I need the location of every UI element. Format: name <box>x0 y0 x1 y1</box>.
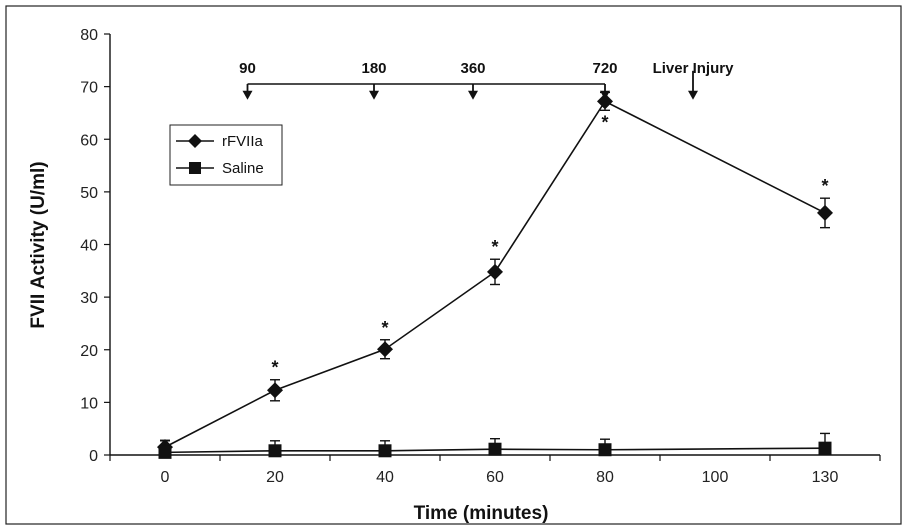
legend-box <box>169 124 283 186</box>
legend-marker-rfviia <box>188 134 202 148</box>
chart-frame <box>5 5 902 525</box>
y-axis-title: FVII Activity (U/ml) <box>28 161 49 328</box>
y-tick-label: 60 <box>80 132 98 149</box>
y-tick-label: 30 <box>80 290 98 307</box>
data-point-diamond <box>377 341 393 358</box>
y-tick-label: 70 <box>80 80 98 97</box>
significance-star: * <box>381 318 388 338</box>
dose-arrow-180-head <box>369 90 379 100</box>
legend: rFVIIa Saline <box>169 124 283 186</box>
axes: 0 10 20 30 40 50 60 70 80 0 20 40 60 80 100 130 <box>80 27 881 486</box>
significance-star: * <box>271 358 278 378</box>
y-tick-label: 10 <box>80 395 98 412</box>
dose-label-180: 180 <box>361 60 386 77</box>
data-point-square <box>268 444 282 458</box>
dose-arrow-360-head <box>468 90 478 100</box>
series-saline <box>158 432 832 459</box>
data-point-diamond <box>267 382 283 399</box>
x-axis-title: Time (minutes) <box>414 503 549 524</box>
data-point-square <box>598 443 612 457</box>
x-tick-label: 60 <box>486 469 504 486</box>
series-line-rfviia <box>164 100 826 448</box>
data-point-square <box>488 442 502 456</box>
legend-label-saline: Saline <box>222 160 264 177</box>
y-tick-label: 0 <box>89 448 98 465</box>
significance-star: * <box>491 237 498 257</box>
legend-marker-saline <box>189 162 201 174</box>
data-point-diamond <box>487 263 503 280</box>
dose-label-720: 720 <box>592 60 617 77</box>
x-tick-label: 130 <box>812 469 839 486</box>
y-tick-label: 80 <box>80 27 98 44</box>
x-tick-label: 100 <box>702 469 729 486</box>
dose-label-360: 360 <box>460 60 485 77</box>
series-rfviia: * * * * * <box>157 91 833 456</box>
data-point-diamond <box>597 93 613 110</box>
data-point-diamond <box>817 204 833 221</box>
significance-star: * <box>601 112 608 132</box>
injury-label: Liver Injury <box>653 60 735 77</box>
x-tick-label: 40 <box>376 469 394 486</box>
x-tick-label: 0 <box>161 469 170 486</box>
legend-label-rfviia: rFVIIa <box>222 133 263 150</box>
significance-star: * <box>821 176 828 196</box>
series-layer: * * * * * <box>157 91 833 459</box>
y-tick-label: 50 <box>80 185 98 202</box>
dose-arrow-90-head <box>242 90 253 100</box>
y-tick-label: 20 <box>80 343 98 360</box>
x-tick-label: 20 <box>266 469 284 486</box>
x-tick-label: 80 <box>596 469 614 486</box>
injury-arrow-head <box>688 90 698 100</box>
dose-label-90: 90 <box>239 60 256 77</box>
data-point-square <box>158 445 172 459</box>
series-line-saline <box>164 447 826 454</box>
y-tick-label: 40 <box>80 238 98 255</box>
data-point-square <box>378 444 392 458</box>
data-point-square <box>818 441 832 455</box>
